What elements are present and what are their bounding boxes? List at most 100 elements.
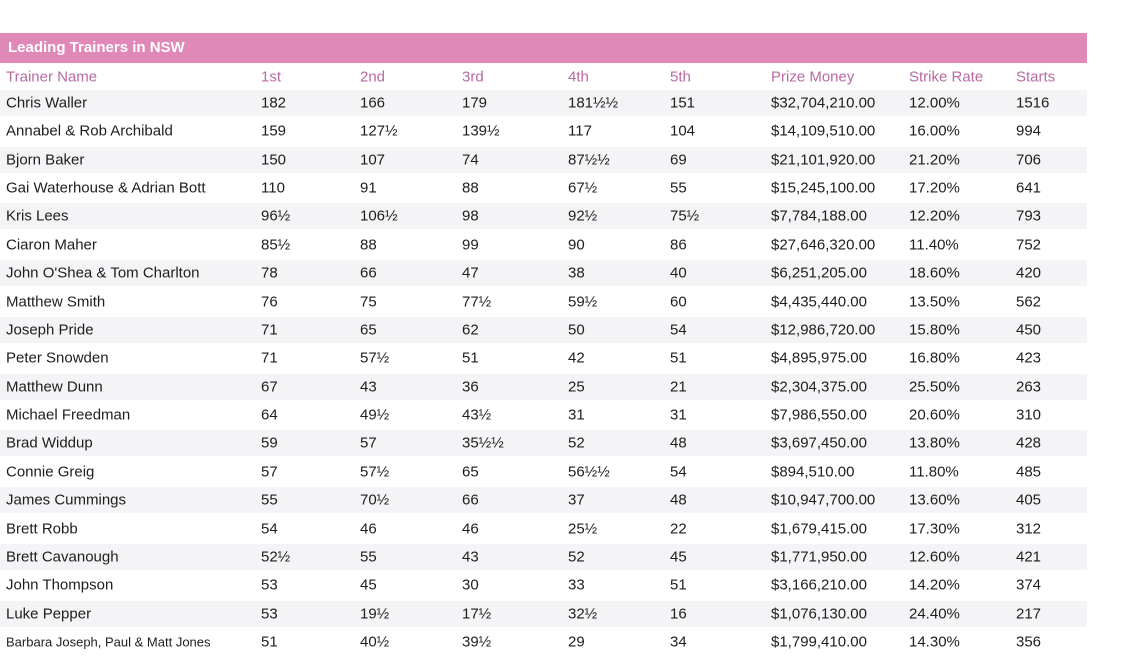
table-cell: 104 — [670, 122, 696, 140]
table-cell: 13.50% — [909, 293, 960, 311]
table-cell: 16.00% — [909, 122, 960, 140]
table-cell: 428 — [1016, 434, 1042, 452]
table-cell: 18.60% — [909, 264, 960, 282]
table-cell: $894,510.00 — [771, 463, 855, 481]
table-cell: 37 — [568, 491, 585, 509]
trainer-name: Bjorn Baker — [6, 151, 85, 169]
trainer-name: James Cummings — [6, 491, 127, 509]
table-cell: 21 — [670, 378, 687, 396]
trainer-name: Brad Widdup — [6, 434, 93, 452]
table-cell: 71 — [261, 349, 278, 367]
table-cell: $7,784,188.00 — [771, 207, 867, 225]
row-background — [0, 543, 1087, 570]
table-cell: 51 — [670, 349, 687, 367]
table-cell: 13.80% — [909, 434, 960, 452]
table-cell: 96½ — [261, 207, 291, 225]
table-cell: 54 — [670, 463, 687, 481]
table-cell: 117 — [568, 122, 592, 140]
table-cell: 12.60% — [909, 548, 960, 566]
column-header: 1st — [261, 68, 282, 86]
table-cell: 15.80% — [909, 321, 960, 339]
table-cell: 87½½ — [568, 151, 610, 169]
table-cell: 88 — [360, 236, 377, 254]
table-cell: $32,704,210.00 — [771, 94, 876, 112]
trainer-name: Barbara Joseph, Paul & Matt Jones — [6, 634, 211, 650]
table-cell: 641 — [1016, 179, 1042, 197]
table-cell: 55 — [360, 548, 377, 566]
table-cell: $12,986,720.00 — [771, 321, 876, 339]
table-cell: 65 — [462, 463, 479, 481]
table-cell: 33 — [568, 576, 585, 594]
table-cell: 77½ — [462, 293, 492, 311]
table-cell: 1516 — [1016, 94, 1050, 112]
table-title: Leading Trainers in NSW — [0, 33, 1087, 63]
table-cell: 67 — [261, 378, 278, 396]
trainer-name: Brett Cavanough — [6, 548, 119, 566]
table-cell: $1,679,415.00 — [771, 520, 867, 538]
table-cell: 110 — [261, 179, 285, 197]
table-cell: 159 — [261, 122, 287, 140]
table-cell: 43 — [360, 378, 377, 396]
table-cell: 70½ — [360, 491, 390, 509]
table-cell: 59½ — [568, 293, 598, 311]
table-cell: 19½ — [360, 605, 390, 623]
table-cell: 217 — [1016, 605, 1042, 623]
table-cell: 57 — [261, 463, 278, 481]
trainer-name: John O'Shea & Tom Charlton — [6, 264, 200, 282]
table-cell: 36 — [462, 378, 479, 396]
table-cell: 107 — [360, 151, 386, 169]
table-cell: 57 — [360, 434, 377, 452]
table-cell: 52 — [568, 434, 585, 452]
table-cell: $7,986,550.00 — [771, 406, 867, 424]
table-cell: 49½ — [360, 406, 390, 424]
table-cell: 166 — [360, 94, 386, 112]
table-cell: 34 — [670, 633, 687, 651]
table-cell: 57½ — [360, 463, 390, 481]
table-cell: 64 — [261, 406, 278, 424]
table-cell: 150 — [261, 151, 287, 169]
row-background — [0, 316, 1087, 343]
table-cell: 90 — [568, 236, 585, 254]
table-cell: 67½ — [568, 179, 598, 197]
table-cell: 40½ — [360, 633, 390, 651]
table-cell: 56½½ — [568, 463, 610, 481]
table-cell: 43½ — [462, 406, 492, 424]
table-cell: 78 — [261, 264, 278, 282]
table-cell: 423 — [1016, 349, 1042, 367]
table-cell: 91 — [360, 179, 377, 197]
table-cell: 31 — [670, 406, 687, 424]
table-cell: 31 — [568, 406, 585, 424]
table-cell: 16 — [670, 605, 687, 623]
table-cell: 179 — [462, 94, 488, 112]
table-cell: 106½ — [360, 207, 398, 225]
trainer-name: Luke Pepper — [6, 605, 92, 623]
table-cell: 706 — [1016, 151, 1042, 169]
table-cell: 182 — [261, 94, 287, 112]
table-cell: 29 — [568, 633, 585, 651]
trainer-name: John Thompson — [6, 576, 114, 594]
trainer-name: Connie Greig — [6, 463, 95, 481]
table-cell: 48 — [670, 491, 687, 509]
table-cell: 52½ — [261, 548, 291, 566]
table-cell: 17½ — [462, 605, 492, 623]
table-cell: 20.60% — [909, 406, 960, 424]
table-cell: $3,697,450.00 — [771, 434, 867, 452]
row-background — [0, 203, 1087, 230]
table-cell: 420 — [1016, 264, 1042, 282]
table-cell: 54 — [670, 321, 687, 339]
column-header: 4th — [568, 68, 589, 86]
table-cell: 11.80% — [909, 463, 959, 481]
column-header: 3rd — [462, 68, 484, 86]
column-header: Prize Money — [771, 68, 855, 86]
table-cell: 99 — [462, 236, 479, 254]
table-cell: $1,799,410.00 — [771, 633, 867, 651]
column-header: Trainer Name — [6, 68, 98, 86]
table-cell: 35½½ — [462, 434, 504, 452]
table-cell: 51 — [261, 633, 278, 651]
table-cell: 69 — [670, 151, 687, 169]
row-background — [0, 146, 1087, 173]
table-cell: 85½ — [261, 236, 291, 254]
table-cell: 65 — [360, 321, 377, 339]
row-background — [0, 90, 1087, 116]
